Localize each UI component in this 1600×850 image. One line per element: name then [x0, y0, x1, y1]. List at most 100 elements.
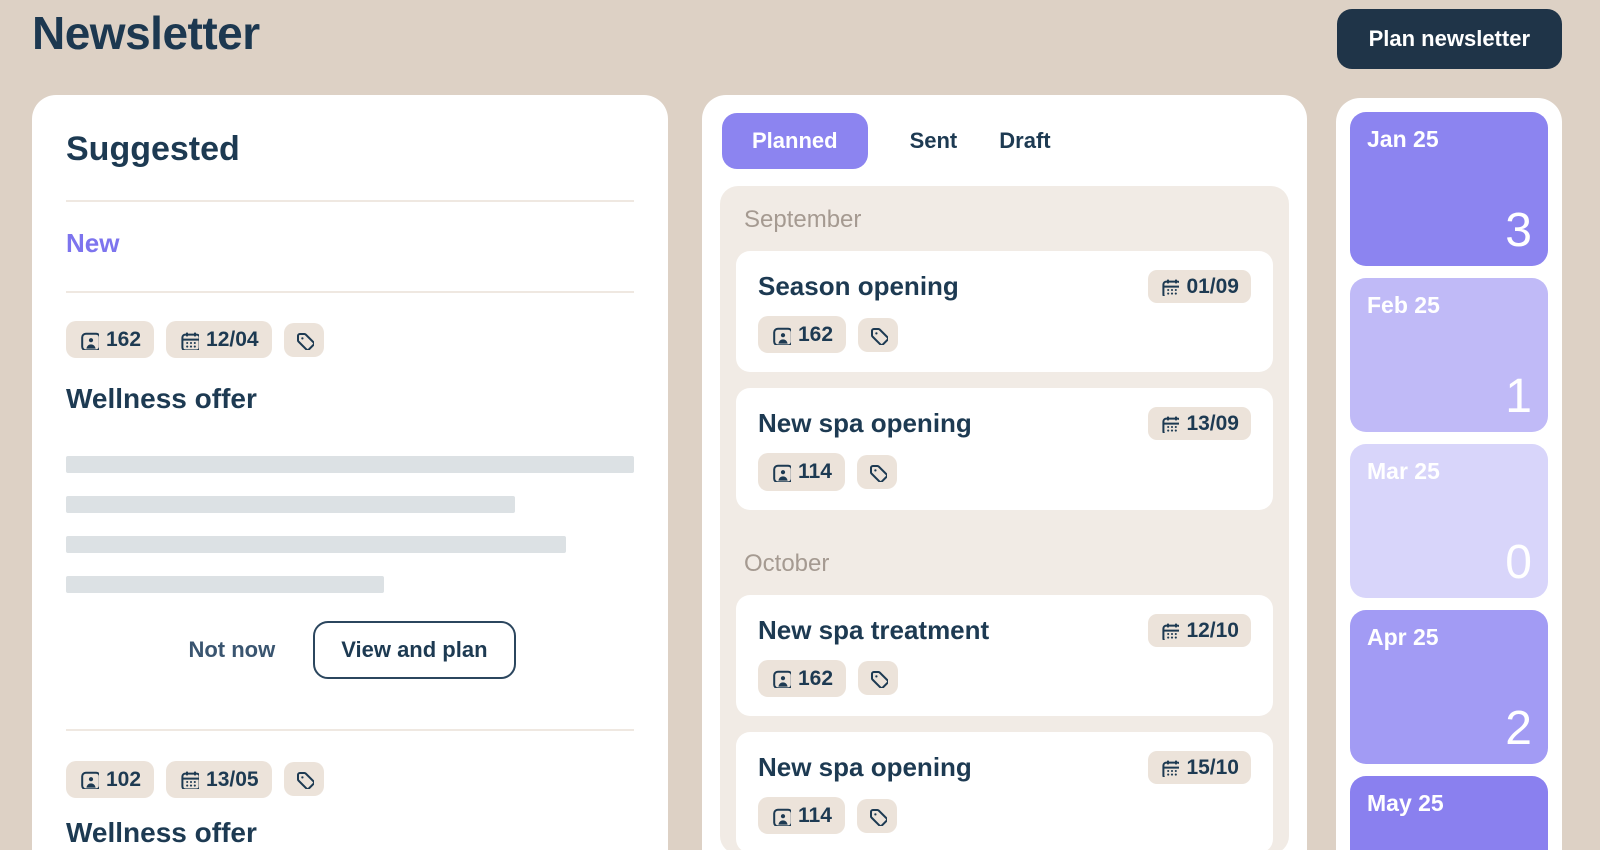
- tag-icon: [869, 465, 887, 483]
- date-badge: 15/10: [1148, 750, 1251, 785]
- tag-icon: [296, 332, 314, 350]
- contacts-count: 162: [798, 323, 834, 347]
- newsletter-title: New spa treatment: [758, 614, 990, 645]
- contacts-badge: 162: [66, 320, 155, 359]
- tag-icon: [871, 671, 889, 689]
- contact-card-icon: [81, 772, 99, 790]
- calendar-icon: [1162, 416, 1180, 434]
- contact-card-icon: [773, 808, 791, 826]
- suggestion-title: Wellness offer: [66, 816, 257, 848]
- month-tile-feb-25[interactable]: Feb 25 1: [1350, 278, 1548, 432]
- newsletter-title: Season opening: [758, 271, 959, 302]
- contacts-count: 162: [106, 327, 142, 351]
- suggestion-preview-skeleton: [66, 455, 634, 593]
- date-badge: 12/04: [166, 320, 272, 359]
- contacts-badge: 162: [758, 659, 847, 697]
- calendar-panel: Jan 25 3 Feb 25 1 Mar 25 0 Apr 25 2 May …: [1336, 98, 1562, 850]
- newsletter-title: New spa opening: [758, 408, 972, 439]
- contact-card-icon: [773, 671, 791, 689]
- calendar-icon: [1162, 759, 1180, 777]
- suggestion-meta-badges: 162 12/04: [66, 320, 634, 359]
- tab-planned[interactable]: Planned: [722, 113, 868, 169]
- newsletter-card[interactable]: New spa opening 13/09 114: [736, 388, 1273, 510]
- date-badge: 01/09: [1148, 270, 1251, 304]
- page-title: Newsletter: [32, 7, 260, 59]
- tab-sent[interactable]: Sent: [910, 114, 958, 168]
- month-tile-count: 3: [1505, 204, 1532, 258]
- tag-badge: [856, 798, 897, 833]
- month-section-label: October: [744, 549, 830, 577]
- contacts-badge: 114: [758, 453, 845, 491]
- divider: [66, 290, 634, 293]
- newsletter-card[interactable]: Season opening 01/09 162: [736, 251, 1273, 373]
- not-now-button[interactable]: Not now: [184, 629, 279, 671]
- plan-newsletter-button[interactable]: Plan newsletter: [1336, 9, 1562, 69]
- month-tile-jan-25[interactable]: Jan 25 3: [1350, 112, 1548, 266]
- date-badge: 13/05: [166, 760, 272, 798]
- month-tile-label: Mar 25: [1367, 458, 1440, 484]
- date-value: 12/04: [206, 327, 259, 351]
- suggested-title: Suggested: [66, 130, 240, 168]
- contact-card-icon: [81, 332, 99, 350]
- divider: [66, 728, 634, 731]
- month-section-label: September: [744, 206, 862, 233]
- newsletter-meta-badges: 114: [758, 453, 1251, 491]
- month-tile-apr-25[interactable]: Apr 25 2: [1350, 610, 1548, 764]
- calendar-icon: [181, 331, 200, 350]
- new-section-label: New: [66, 227, 120, 258]
- planner-panel: Planned Sent Draft September Season open…: [702, 95, 1307, 850]
- contact-card-icon: [773, 327, 791, 345]
- contacts-count: 114: [798, 804, 832, 828]
- view-and-plan-button[interactable]: View and plan: [313, 620, 516, 679]
- month-tile-mar-25[interactable]: Mar 25 0: [1350, 444, 1548, 598]
- text-placeholder-line: [66, 455, 634, 473]
- contacts-badge: 114: [758, 797, 845, 835]
- tag-icon: [869, 808, 887, 826]
- newsletter-card-header: New spa treatment 12/10: [758, 613, 1251, 647]
- suggestion-meta-badges: 102 13/05: [66, 760, 634, 798]
- planner-tabs: Planned Sent Draft: [720, 113, 1289, 169]
- date-value: 01/09: [1186, 275, 1239, 299]
- tag-badge: [283, 762, 324, 797]
- tag-badge: [858, 317, 899, 352]
- date-value: 13/09: [1186, 412, 1239, 436]
- calendar-icon: [1162, 622, 1180, 640]
- newsletter-meta-badges: 162: [758, 316, 1251, 354]
- month-tile-may-25[interactable]: May 25: [1350, 776, 1548, 850]
- newsletter-card-header: New spa opening 15/10: [758, 750, 1251, 785]
- text-placeholder-line: [66, 575, 385, 593]
- date-value: 12/10: [1186, 618, 1239, 642]
- contacts-badge: 102: [66, 760, 155, 798]
- planned-list: September Season opening 01/09 162: [720, 186, 1289, 850]
- contacts-count: 162: [798, 666, 834, 690]
- date-badge: 13/09: [1148, 407, 1251, 441]
- page-header: Newsletter Plan newsletter: [32, 0, 1562, 80]
- calendar-icon: [1162, 278, 1180, 297]
- tag-icon: [296, 772, 314, 790]
- month-tile-label: May 25: [1367, 790, 1444, 816]
- month-tile-label: Feb 25: [1367, 292, 1440, 318]
- suggested-panel: Suggested New 162 12/04 Wellness offer N…: [32, 95, 668, 850]
- contacts-count: 114: [798, 460, 832, 484]
- contacts-count: 102: [106, 767, 142, 791]
- date-value: 13/05: [206, 767, 259, 791]
- month-tile-count: 0: [1505, 536, 1532, 590]
- tag-badge: [858, 661, 899, 696]
- tag-badge: [283, 322, 324, 357]
- divider: [66, 199, 634, 202]
- newsletter-meta-badges: 162: [758, 659, 1251, 697]
- suggestion-actions: Not now View and plan: [66, 620, 634, 679]
- newsletter-title: New spa opening: [758, 751, 972, 782]
- month-tile-count: 2: [1505, 702, 1532, 756]
- contacts-badge: 162: [758, 316, 847, 354]
- contact-card-icon: [773, 464, 791, 483]
- tab-draft[interactable]: Draft: [999, 114, 1050, 168]
- tag-badge: [856, 455, 897, 490]
- text-placeholder-line: [66, 535, 566, 553]
- newsletter-card[interactable]: New spa opening 15/10 114: [736, 731, 1273, 850]
- newsletter-card[interactable]: New spa treatment 12/10 162: [736, 594, 1273, 716]
- calendar-icon: [181, 770, 200, 790]
- month-tile-label: Apr 25: [1367, 624, 1439, 650]
- date-badge: 12/10: [1148, 613, 1251, 647]
- newsletter-card-header: New spa opening 13/09: [758, 407, 1251, 441]
